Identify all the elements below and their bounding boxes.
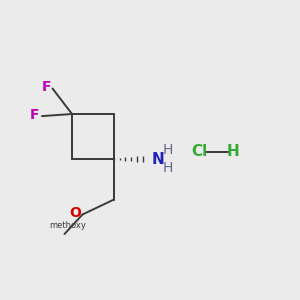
Text: N: N [152,152,164,166]
Text: Cl: Cl [191,144,208,159]
Text: F: F [30,108,39,122]
Text: H: H [163,161,173,175]
Text: H: H [163,143,173,157]
Text: H: H [226,144,239,159]
Text: F: F [42,80,51,94]
Text: methoxy: methoxy [49,220,86,230]
Text: O: O [69,206,81,220]
